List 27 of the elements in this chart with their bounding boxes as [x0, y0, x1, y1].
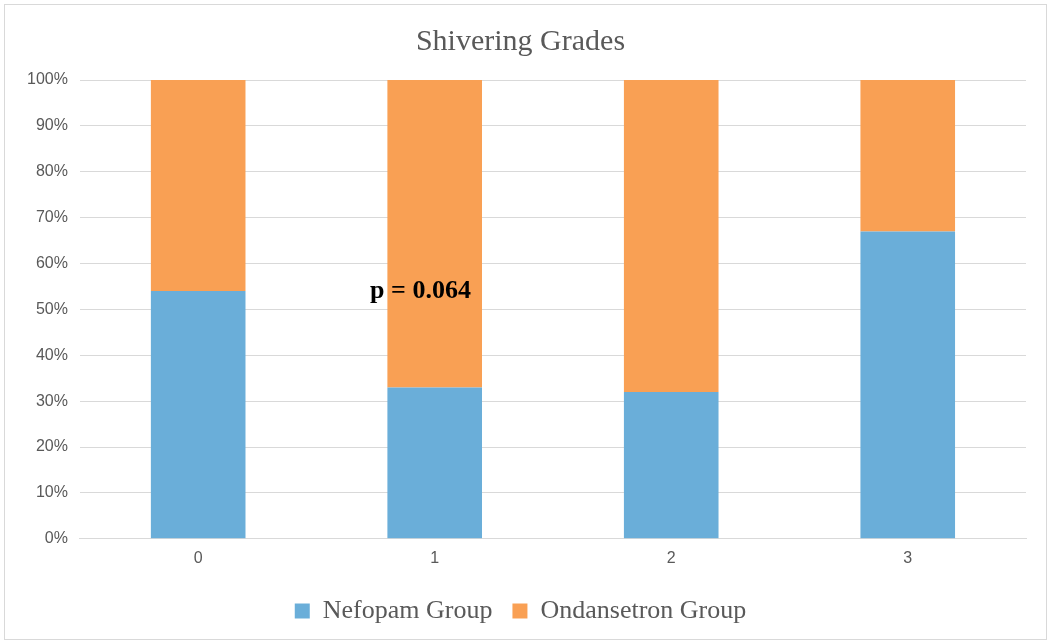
bar — [623, 391, 719, 539]
y-tick-label: 80% — [35, 162, 68, 180]
y-tick-label: 20% — [35, 437, 68, 455]
bar — [860, 80, 956, 232]
bar — [387, 80, 483, 388]
annotation: p = 0.064 — [370, 274, 471, 304]
bar — [860, 231, 956, 539]
y-tick-label: 40% — [35, 345, 68, 363]
x-tick-label: 3 — [903, 548, 913, 566]
chart-title: Shivering Grades — [415, 22, 626, 56]
y-tick-label: 0% — [44, 529, 68, 547]
x-tick-label: 1 — [430, 548, 440, 566]
x-tick-label: 0 — [193, 548, 203, 566]
x-tick-label: 2 — [666, 548, 676, 566]
bar — [623, 80, 719, 392]
y-tick-label: 50% — [35, 299, 68, 317]
bar — [387, 387, 483, 539]
legend-label: Nefopam Group — [322, 594, 493, 624]
legend-label: Ondansetron Group — [540, 594, 747, 624]
y-tick-label: 10% — [35, 483, 68, 501]
bar — [150, 291, 246, 539]
y-tick-label: 100% — [27, 70, 68, 88]
y-tick-label: 30% — [35, 391, 68, 409]
y-tick-label: 60% — [35, 253, 68, 271]
bar — [150, 80, 246, 292]
y-tick-label: 70% — [35, 208, 68, 226]
y-tick-label: 90% — [35, 116, 68, 134]
